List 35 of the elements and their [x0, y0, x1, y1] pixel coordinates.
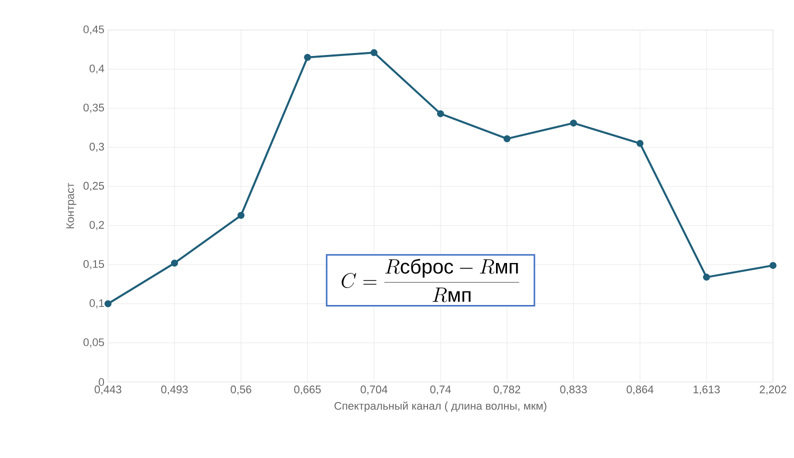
point: [437, 110, 444, 118]
y-tick-label: 0,2: [90, 221, 104, 230]
point: [504, 135, 511, 142]
y-tick-label: 0,25: [83, 182, 104, 191]
point: [570, 120, 578, 127]
point: [636, 140, 644, 147]
point: [370, 49, 378, 56]
x-tick-label: 0,443: [94, 386, 122, 395]
point: [171, 260, 178, 267]
point: [703, 274, 710, 281]
y-tick-label: 0,3: [90, 142, 104, 152]
y-tick-label: 0,15: [83, 260, 104, 270]
x-tick-label: 0,74: [430, 386, 451, 395]
y-tick-label: 0: [98, 378, 104, 386]
x-tick-label: 0,493: [161, 386, 188, 395]
x-tick-label: 0,833: [560, 386, 587, 395]
y-tick-label: 0,4: [90, 64, 104, 74]
x-tick-label: 1,613: [694, 386, 720, 395]
x-tick-label: 0,864: [626, 386, 654, 395]
annotation: $C = \frac{R\mbox{сброс} - R\mbox{мп}}{R\mbox{мп}}$: [342, 258, 520, 302]
y-tick-label: 0,1: [90, 299, 104, 308]
point: [770, 262, 777, 269]
x-tick-label: 0,665: [294, 386, 321, 395]
x-tick-label: 2,202: [760, 386, 786, 395]
x-axis-title: Спектральный канал ( длина волны, мкм): [334, 401, 546, 412]
y-tick-label: 0,05: [83, 338, 104, 348]
x-tick-label: 0,704: [360, 386, 388, 395]
x-tick-label: 0,782: [494, 386, 520, 395]
point: [304, 54, 312, 61]
x-tick-label: 0,56: [230, 386, 252, 395]
y-tick-label: 0,35: [83, 104, 104, 113]
point: [104, 300, 112, 308]
point: [238, 212, 245, 219]
y-tick-label: 0,45: [83, 25, 104, 35]
y-axis-title: Контраст: [66, 182, 76, 228]
